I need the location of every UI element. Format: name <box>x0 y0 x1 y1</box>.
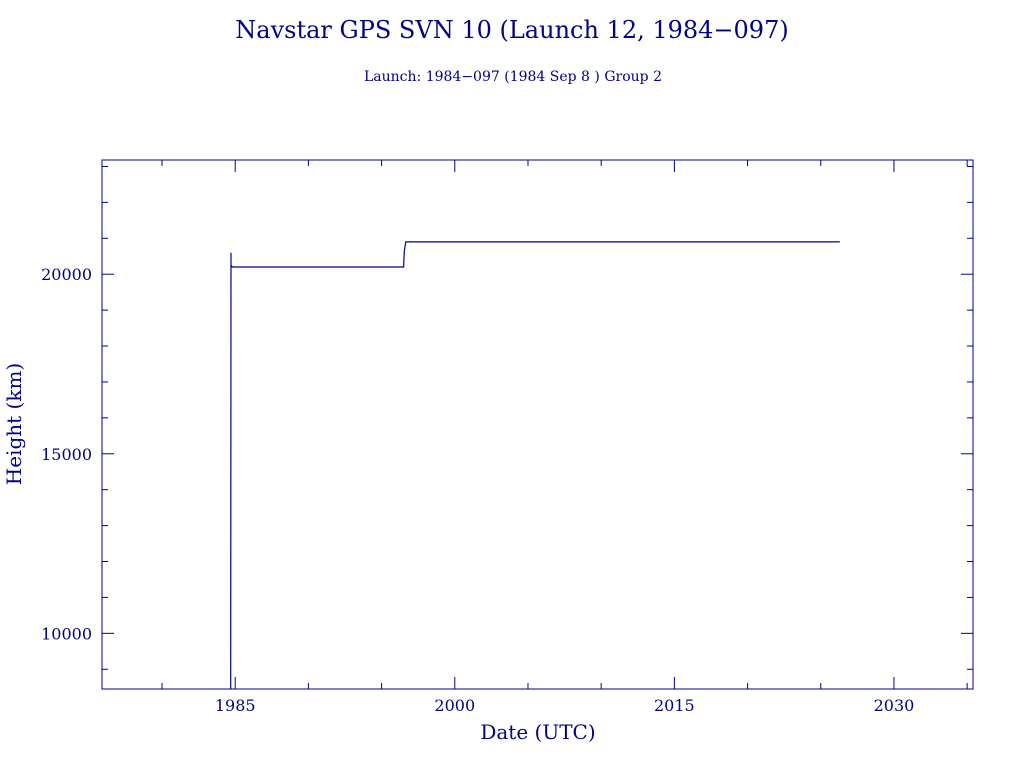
y-axis-tick-labels: 10000 15000 20000 <box>41 265 92 643</box>
x-axis-tick-labels: 1985 2000 2015 2030 <box>215 696 914 715</box>
x-tick-label: 1985 <box>215 696 256 715</box>
plot-frame <box>101 159 974 690</box>
x-tick-label: 2030 <box>874 696 915 715</box>
y-tick-label: 20000 <box>41 265 92 284</box>
chart-title: Navstar GPS SVN 10 (Launch 12, 1984−097) <box>235 16 788 44</box>
y-axis-label: Height (km) <box>2 363 26 485</box>
chart-subtitle: Launch: 1984−097 (1984 Sep 8 ) Group 2 <box>364 69 662 85</box>
series-layer <box>230 241 840 690</box>
y-axis-ticks <box>102 165 973 670</box>
x-tick-label: 2000 <box>434 696 475 715</box>
height-series-line <box>230 241 840 690</box>
y-tick-label: 15000 <box>41 445 92 464</box>
x-tick-label: 2015 <box>654 696 695 715</box>
x-axis-ticks <box>161 160 968 689</box>
y-tick-label: 10000 <box>41 624 92 643</box>
x-axis-label: Date (UTC) <box>480 720 595 744</box>
